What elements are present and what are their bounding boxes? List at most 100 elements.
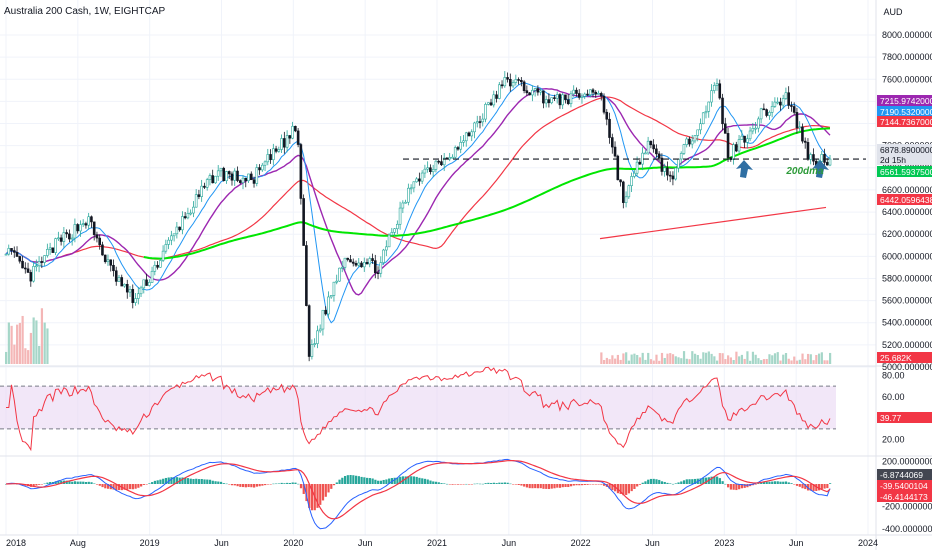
macd-histogram-bar: [680, 481, 683, 484]
macd-line: [5, 458, 831, 530]
volume-bar: [46, 328, 49, 364]
candle-body: [296, 130, 300, 145]
macd-histogram-bar: [156, 480, 159, 484]
volume-bar: [691, 351, 694, 364]
candle-body: [225, 171, 228, 182]
candle-body: [10, 248, 13, 251]
volume-bar: [633, 353, 636, 364]
macd-histogram-bar: [192, 478, 195, 484]
macd-histogram-bar: [321, 484, 325, 501]
macd-histogram-bar: [729, 484, 732, 490]
candle-body: [175, 226, 179, 235]
candle-body: [732, 144, 735, 160]
macd-histogram-bar: [140, 484, 143, 487]
price-badge: [877, 116, 932, 127]
time-tick-label: Jun: [789, 538, 804, 548]
macd-histogram-bar: [142, 484, 145, 485]
candle-body: [652, 144, 655, 150]
candle-body: [630, 176, 633, 187]
candle-body: [451, 156, 454, 159]
candle-body: [666, 167, 669, 176]
macd-histogram-bar: [349, 475, 352, 484]
macd-histogram-bar: [388, 478, 391, 484]
candle-body: [170, 235, 173, 241]
volume-bar: [614, 358, 617, 364]
price-badge-text: 6442.0596438: [880, 195, 932, 205]
macd-histogram-bar: [685, 479, 688, 484]
candle-body: [54, 238, 57, 253]
macd-histogram-bar: [580, 484, 584, 486]
macd-histogram-bar: [514, 484, 518, 485]
candle-body: [260, 164, 264, 171]
macd-badge-text: -6.8744069: [880, 470, 923, 480]
candle-body: [120, 277, 124, 287]
candle-body: [583, 93, 587, 97]
volume-bar: [677, 357, 680, 364]
candle-body: [685, 138, 688, 145]
macd-histogram-bar: [823, 484, 826, 489]
candle-body: [586, 93, 589, 96]
macd-histogram-bar: [393, 477, 396, 484]
volume-bar: [804, 359, 807, 364]
volume-bar: [735, 351, 738, 364]
candle-body: [735, 144, 738, 152]
candle-body: [167, 239, 170, 245]
candle-body: [252, 179, 256, 184]
macd-histogram-bar: [710, 476, 713, 484]
candle-body: [57, 237, 60, 240]
candle-body: [707, 101, 711, 112]
candle-body: [280, 138, 283, 150]
macd-histogram-bar: [319, 484, 322, 505]
candle-body: [566, 99, 570, 105]
volume-bar: [710, 353, 713, 364]
candle-body: [340, 267, 344, 269]
rsi-badge-text: 39.77: [880, 413, 902, 423]
candle-body: [531, 89, 534, 96]
macd-histogram-bar: [812, 484, 815, 491]
candle-body: [357, 262, 361, 266]
candle-body: [459, 142, 463, 150]
candle-body: [748, 130, 752, 140]
macd-histogram-bar: [569, 484, 573, 487]
macd-histogram-bar: [197, 479, 201, 484]
candle-body: [809, 154, 813, 160]
volume-bar: [798, 359, 801, 364]
candle-body: [48, 247, 52, 250]
candle-body: [743, 135, 746, 143]
macd-histogram-bar: [316, 484, 319, 508]
candle-body: [269, 154, 272, 161]
ma-blue-line: [5, 82, 831, 324]
macd-histogram-bar: [718, 478, 721, 484]
candle-body: [787, 92, 790, 106]
candle-body: [448, 157, 451, 160]
volume-bar: [21, 315, 24, 364]
macd-histogram-bar: [123, 484, 126, 490]
ma-red-line: [5, 96, 831, 263]
macd-histogram-bar: [473, 483, 476, 485]
volume-bar: [746, 351, 749, 364]
candle-body: [203, 185, 206, 188]
macd-histogram-bar: [638, 484, 642, 485]
candle-body: [693, 135, 697, 142]
macd-histogram-bar: [503, 482, 507, 484]
macd-histogram-bar: [418, 477, 421, 484]
candle-body: [657, 153, 661, 159]
candle-body: [798, 126, 801, 129]
candle-body: [434, 160, 438, 170]
candle-body: [365, 262, 369, 265]
ma-200dma-line: [143, 127, 831, 260]
macd-histogram-bar: [760, 482, 763, 484]
volume-bar: [685, 358, 688, 364]
macd-histogram-bar: [545, 484, 548, 489]
candle-body: [192, 206, 195, 214]
macd-histogram-bar: [247, 484, 250, 488]
macd-histogram-bar: [341, 477, 344, 484]
candle-body: [564, 94, 567, 101]
macd-histogram-bar: [255, 484, 258, 487]
volume-bar: [762, 359, 766, 364]
macd-histogram-bar: [280, 482, 283, 484]
ma-label-200dma: 200dma: [785, 166, 824, 177]
candle-body: [15, 252, 19, 257]
candle-body: [475, 121, 479, 124]
macd-histogram-bar: [195, 478, 198, 484]
